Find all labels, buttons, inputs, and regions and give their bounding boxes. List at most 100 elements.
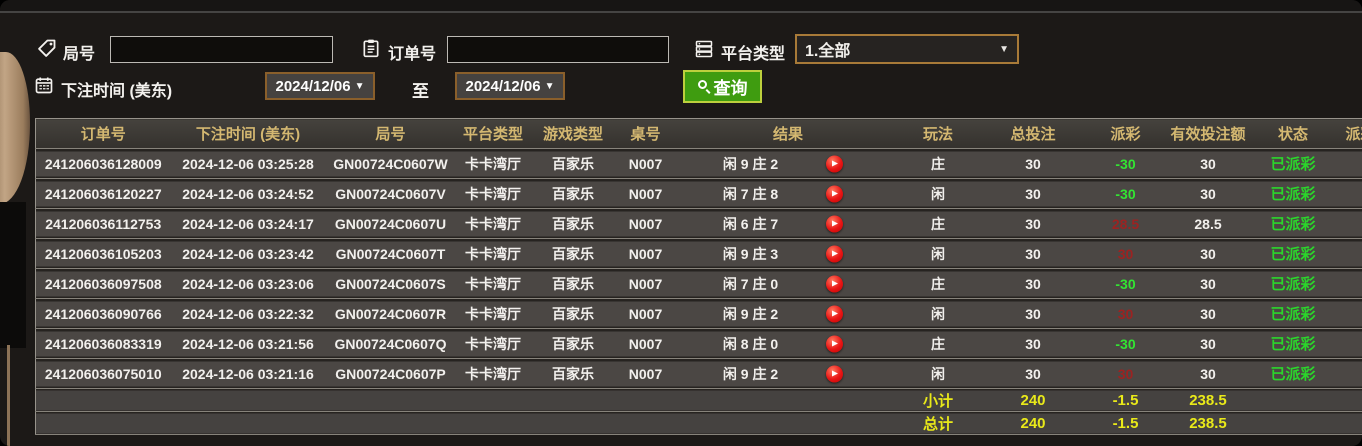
cell-payout-time: [1330, 208, 1362, 239]
play-triangle: [832, 340, 838, 347]
cell-bet-time: 2024-12-06 03:21:16: [170, 358, 326, 389]
order-no-input[interactable]: [447, 36, 669, 63]
subtotal-label: 小计: [900, 388, 976, 412]
cell-status: 已派彩: [1255, 178, 1331, 209]
col-table-no: 桌号: [615, 118, 676, 149]
play-icon[interactable]: [825, 185, 843, 202]
cell-order-no: 241206036083319: [35, 328, 171, 359]
cell-table-no: N007: [615, 148, 676, 179]
left-skin-line: [7, 345, 10, 446]
cell-play: 庄: [900, 148, 976, 179]
play-icon[interactable]: [825, 155, 843, 172]
cell-game-type: 百家乐: [530, 298, 616, 329]
date-to-picker[interactable]: 2024/12/06 ▼: [455, 72, 565, 100]
records-table: 订单号 下注时间 (美东) 局号 平台类型 游戏类型 桌号 结果 玩法 总投注 …: [35, 118, 1362, 435]
cell-play: 庄: [900, 328, 976, 359]
cell-bet-time: 2024-12-06 03:24:52: [170, 178, 326, 209]
cell-status: 已派彩: [1255, 148, 1331, 179]
cell-order-no: 241206036090766: [35, 298, 171, 329]
cell-status: 已派彩: [1255, 208, 1331, 239]
cell-payout: 30: [1090, 298, 1161, 329]
col-valid-bet: 有效投注额: [1160, 118, 1256, 149]
play-icon[interactable]: [825, 215, 843, 232]
col-result: 结果: [675, 118, 901, 149]
cell-bet-time: 2024-12-06 03:22:32: [170, 298, 326, 329]
platform-type-select[interactable]: 1.全部 ▼: [795, 34, 1019, 64]
cell-platform: 卡卡湾厅: [455, 358, 531, 389]
cell-valid-bet: 30: [1160, 298, 1256, 329]
cell-status: 已派彩: [1255, 298, 1331, 329]
total-label: 总计: [900, 411, 976, 435]
cell-payout-time: [1330, 268, 1362, 299]
table-summary: 小计 240 -1.5 238.5 总计 240 -1.5 238.5: [35, 388, 1362, 435]
play-triangle: [832, 310, 838, 317]
cell-game-no: GN00724C0607Q: [325, 328, 456, 359]
col-status: 状态: [1255, 118, 1331, 149]
cell-payout: 30: [1090, 238, 1161, 269]
cell-game-type: 百家乐: [530, 268, 616, 299]
play-triangle: [832, 280, 838, 287]
cell-table-no: N007: [615, 208, 676, 239]
cell-platform: 卡卡湾厅: [455, 178, 531, 209]
subtotal-row: 小计 240 -1.5 238.5: [35, 388, 1362, 412]
game-no-input[interactable]: [110, 36, 333, 63]
subtotal-valid-bet: 238.5: [1160, 388, 1256, 412]
cell-bet-time: 2024-12-06 03:23:42: [170, 238, 326, 269]
table-header: 订单号 下注时间 (美东) 局号 平台类型 游戏类型 桌号 结果 玩法 总投注 …: [35, 118, 1362, 149]
result-text: 闲 9 庄 3: [722, 245, 779, 262]
table-row: 241206036120227 2024-12-06 03:24:52 GN00…: [35, 178, 1362, 209]
cell-payout: -30: [1090, 178, 1161, 209]
cell-payout-time: [1330, 178, 1362, 209]
play-icon[interactable]: [825, 275, 843, 292]
cell-payout-time: [1330, 328, 1362, 359]
col-play: 玩法: [900, 118, 976, 149]
cell-total-bet: 30: [975, 208, 1091, 239]
play-icon[interactable]: [825, 305, 843, 322]
cell-play: 闲: [900, 358, 976, 389]
col-bet-time: 下注时间 (美东): [170, 118, 326, 149]
total-valid-bet: 238.5: [1160, 411, 1256, 435]
table-row: 241206036075010 2024-12-06 03:21:16 GN00…: [35, 358, 1362, 389]
cell-table-no: N007: [615, 298, 676, 329]
cell-game-no: GN00724C0607T: [325, 238, 456, 269]
table-body: 241206036128009 2024-12-06 03:25:28 GN00…: [35, 148, 1362, 389]
cell-payout: -30: [1090, 328, 1161, 359]
cell-total-bet: 30: [975, 298, 1091, 329]
cell-total-bet: 30: [975, 238, 1091, 269]
play-icon[interactable]: [825, 245, 843, 262]
platform-type-label: 平台类型: [721, 46, 786, 63]
result-text: 闲 7 庄 8: [722, 185, 779, 202]
platform-stack-icon: [693, 38, 715, 60]
cell-valid-bet: 28.5: [1160, 208, 1256, 239]
cell-table-no: N007: [615, 178, 676, 209]
play-triangle: [832, 220, 838, 227]
result-text: 闲 6 庄 7: [722, 215, 779, 232]
date-from-value: 2024/12/06: [275, 77, 351, 95]
result-text: 闲 7 庄 0: [722, 275, 779, 292]
cell-table-no: N007: [615, 268, 676, 299]
cell-valid-bet: 30: [1160, 238, 1256, 269]
col-payout-time: 派彩时间: [1330, 118, 1362, 149]
chevron-down-icon: ▼: [999, 43, 1009, 55]
play-icon[interactable]: [825, 365, 843, 382]
cell-game-type: 百家乐: [530, 178, 616, 209]
result-text: 闲 9 庄 2: [722, 305, 779, 322]
cell-payout: 28.5: [1090, 208, 1161, 239]
result-text: 闲 9 庄 2: [722, 365, 779, 382]
cell-payout: 30: [1090, 358, 1161, 389]
query-button[interactable]: 查询: [683, 70, 762, 103]
left-skin-decoration: [0, 52, 30, 204]
cell-game-type: 百家乐: [530, 238, 616, 269]
date-from-picker[interactable]: 2024/12/06 ▼: [265, 72, 375, 100]
col-total-bet: 总投注: [975, 118, 1091, 149]
result-text: 闲 8 庄 0: [722, 335, 779, 352]
tag-icon: [36, 37, 58, 59]
col-game-type: 游戏类型: [530, 118, 616, 149]
col-order-no: 订单号: [35, 118, 171, 149]
cell-table-no: N007: [615, 238, 676, 269]
cell-status: 已派彩: [1255, 268, 1331, 299]
date-to-value: 2024/12/06: [465, 77, 541, 95]
cell-total-bet: 30: [975, 148, 1091, 179]
play-icon[interactable]: [825, 335, 843, 352]
